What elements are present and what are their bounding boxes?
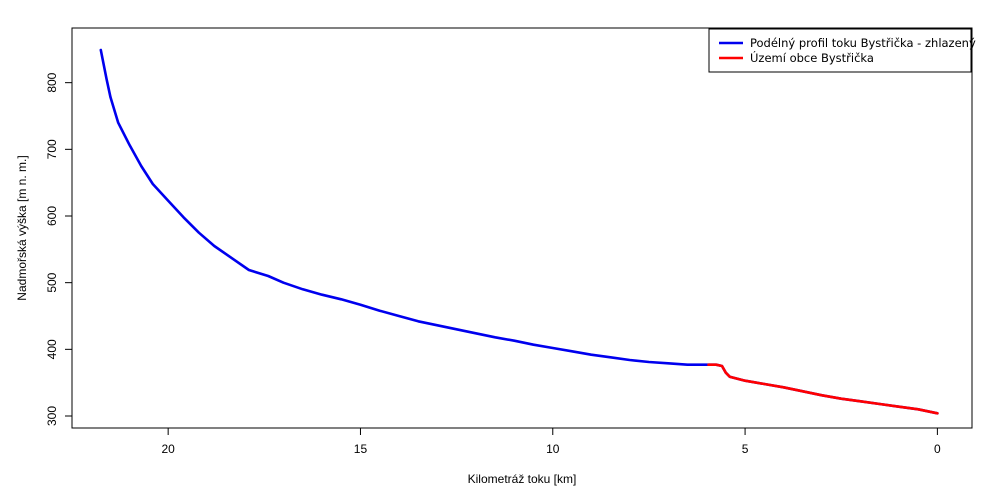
y-tick-label: 500: [45, 272, 59, 292]
y-axis: 300 400 500 600 700 800: [45, 72, 73, 426]
x-tick-label: 20: [161, 442, 175, 456]
series-layer: [99, 48, 939, 415]
y-tick-label: 700: [45, 139, 59, 159]
x-tick-label: 0: [934, 442, 941, 456]
x-axis-title: Kilometráž toku [km]: [468, 472, 577, 486]
legend-label: Území obce Bystřička: [750, 50, 874, 65]
y-tick-label: 400: [45, 339, 59, 359]
x-tick-label: 15: [354, 442, 368, 456]
legend: Podélný profil toku Bystřička - zhlazený…: [708, 28, 976, 73]
x-tick-label: 5: [742, 442, 749, 456]
series-line-2: [707, 363, 939, 415]
legend-label: Podélný profil toku Bystřička - zhlazený: [750, 36, 976, 50]
legend-box: [708, 28, 972, 73]
x-tick-label: 10: [546, 442, 560, 456]
y-tick-label: 300: [45, 406, 59, 426]
x-axis: 20 15 10 5 0: [161, 427, 941, 456]
y-tick-label: 800: [45, 72, 59, 92]
y-axis-title: Nadmořská výška [m n. m.]: [15, 155, 29, 300]
y-tick-label: 600: [45, 206, 59, 226]
